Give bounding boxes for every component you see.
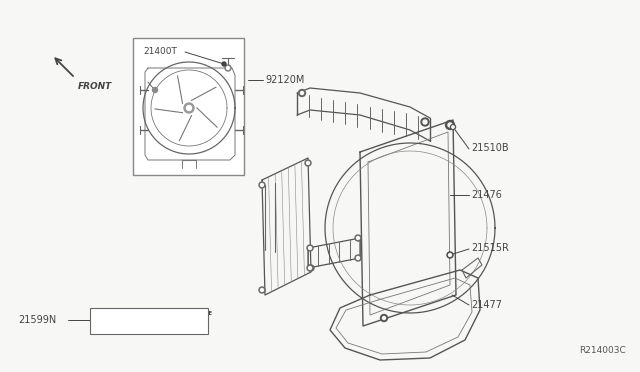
- Text: 21477: 21477: [471, 300, 502, 310]
- Circle shape: [445, 121, 454, 129]
- Circle shape: [310, 266, 312, 269]
- Text: ⚠ RISK OF DAMAGE: ⚠ RISK OF DAMAGE: [152, 311, 212, 316]
- Circle shape: [452, 126, 454, 128]
- Circle shape: [355, 255, 361, 261]
- Text: Do not touch fan: Do not touch fan: [93, 320, 134, 325]
- Circle shape: [307, 161, 310, 164]
- Text: 21400T: 21400T: [143, 46, 177, 55]
- Circle shape: [355, 235, 361, 241]
- Circle shape: [260, 183, 264, 186]
- Circle shape: [381, 314, 387, 321]
- Circle shape: [298, 90, 305, 96]
- Circle shape: [307, 265, 313, 271]
- Circle shape: [222, 62, 226, 66]
- Text: 21515R: 21515R: [471, 243, 509, 253]
- Circle shape: [259, 182, 265, 188]
- Circle shape: [259, 287, 265, 293]
- Circle shape: [227, 67, 230, 70]
- Circle shape: [447, 252, 453, 258]
- Circle shape: [225, 65, 231, 71]
- Circle shape: [184, 103, 194, 113]
- Circle shape: [356, 257, 360, 260]
- Text: FRONT: FRONT: [78, 82, 112, 91]
- Circle shape: [260, 289, 264, 292]
- Circle shape: [451, 125, 456, 129]
- Circle shape: [301, 92, 303, 94]
- Text: 21510B: 21510B: [471, 143, 509, 153]
- Circle shape: [152, 87, 157, 93]
- Circle shape: [305, 160, 311, 166]
- Circle shape: [449, 253, 451, 257]
- Text: 92120M: 92120M: [265, 75, 305, 85]
- Text: Ne pas toucher: Ne pas toucher: [152, 320, 189, 325]
- Text: 21476: 21476: [471, 190, 502, 200]
- Circle shape: [186, 106, 191, 110]
- Text: ⚠ CAUTION: ⚠ CAUTION: [93, 311, 132, 316]
- Bar: [133, 38, 244, 175]
- Circle shape: [383, 317, 385, 320]
- Circle shape: [421, 118, 429, 126]
- Circle shape: [423, 120, 427, 124]
- Text: le ventilateur: le ventilateur: [152, 326, 185, 331]
- Circle shape: [308, 247, 312, 250]
- Circle shape: [307, 245, 313, 251]
- Circle shape: [308, 265, 314, 271]
- Circle shape: [308, 266, 312, 269]
- Text: R214003C: R214003C: [579, 346, 626, 355]
- Bar: [90, 308, 208, 334]
- Circle shape: [356, 237, 360, 240]
- Text: 21599N: 21599N: [18, 315, 56, 325]
- Text: while running.: while running.: [93, 326, 128, 331]
- Circle shape: [448, 123, 452, 127]
